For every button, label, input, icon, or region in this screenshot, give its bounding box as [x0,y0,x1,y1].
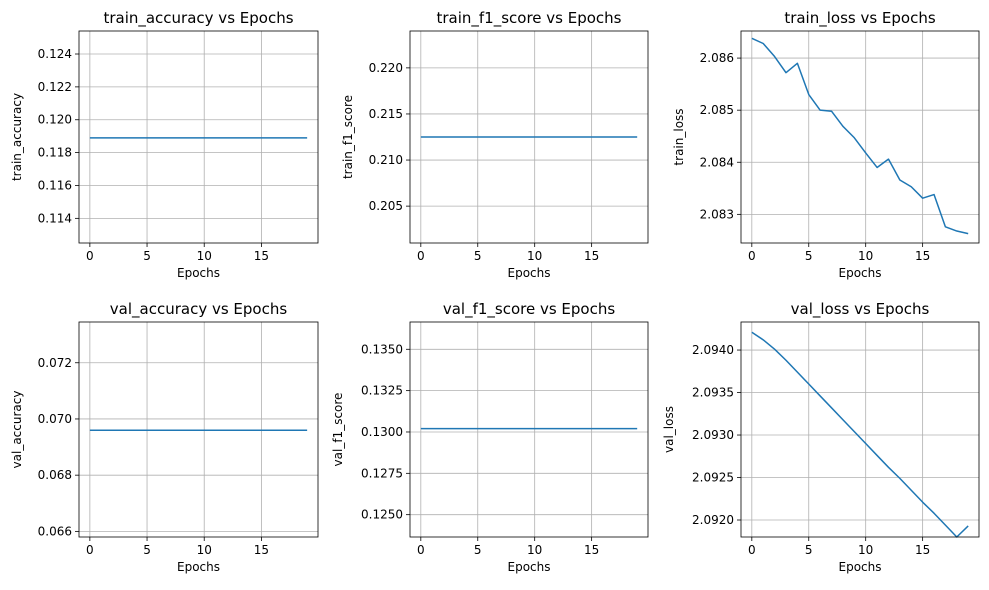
y-tick-label: 0.1350 [361,342,403,356]
x-tick-label: 5 [805,543,813,557]
x-tick-label: 5 [143,249,151,263]
axes-frame [409,321,649,538]
y-tick-label: 0.1325 [361,384,403,398]
axes-frame [740,30,980,244]
axes-frame [740,321,980,538]
y-tick-label: 0.070 [38,412,72,426]
x-tick-label: 15 [254,249,269,263]
x-tick-label: 0 [86,543,94,557]
x-tick-label: 10 [197,543,212,557]
y-tick-label: 0.120 [38,113,72,127]
x-tick-label: 10 [527,543,542,557]
chart-panel: 0 5 10 15 0.1250 0.1275 0.1300 0.1325 0.1350 val_… [331,300,649,574]
y-tick-label: 2.0930 [692,428,734,442]
chart-title: train_f1_score vs Epochs [436,9,621,28]
y-tick-label: 0.118 [38,146,72,160]
x-tick-label: 0 [748,249,756,263]
y-axis-label: train_accuracy [10,93,24,181]
x-tick-label: 0 [417,249,425,263]
x-tick-label: 15 [584,543,599,557]
x-tick-label: 5 [474,543,482,557]
y-tick-label: 0.205 [369,199,403,213]
x-axis-label: Epochs [839,266,882,280]
y-tick-label: 2.083 [700,207,734,221]
axes-frame [78,30,319,244]
y-tick-label: 0.124 [38,47,72,61]
x-tick-label: 5 [474,249,482,263]
chart-title: val_accuracy vs Epochs [110,300,288,319]
x-tick-label: 5 [143,543,151,557]
y-axis-label: val_f1_score [331,393,345,467]
y-axis-label: val_loss [662,406,676,453]
axes-frame [78,321,319,538]
x-tick-label: 0 [86,249,94,263]
y-tick-label: 0.068 [38,468,72,482]
chart-title: train_accuracy vs Epochs [103,9,293,28]
chart-panel: 0 5 10 15 0.114 0.116 0.118 0.120 0.122 0.124 trai… [10,9,319,280]
y-tick-label: 2.085 [700,103,734,117]
y-tick-label: 0.210 [369,153,403,167]
x-axis-label: Epochs [177,266,220,280]
chart-panel: 0 5 10 15 2.0920 2.0925 2.0930 2.0935 2.0940 val_… [662,300,980,574]
chart-panel: 0 5 10 15 0.205 0.210 0.215 0.220 train_f1_score… [341,9,649,280]
y-tick-label: 0.1300 [361,425,403,439]
x-axis-label: Epochs [177,560,220,574]
x-tick-label: 15 [254,543,269,557]
chart-title: val_f1_score vs Epochs [443,300,616,319]
x-tick-label: 10 [858,249,873,263]
x-tick-label: 10 [858,543,873,557]
y-tick-label: 0.220 [369,61,403,75]
y-tick-label: 0.1250 [361,508,403,522]
y-tick-label: 0.072 [38,356,72,370]
y-axis-label: train_loss [672,108,686,165]
x-tick-label: 0 [417,543,425,557]
x-tick-label: 15 [915,543,930,557]
x-tick-label: 10 [527,249,542,263]
y-tick-label: 2.0940 [692,343,734,357]
x-tick-label: 5 [805,249,813,263]
y-tick-label: 0.114 [38,211,72,225]
y-tick-label: 2.084 [700,155,734,169]
x-axis-label: Epochs [839,560,882,574]
y-tick-label: 0.066 [38,524,72,538]
series-line [751,331,969,538]
y-tick-label: 2.086 [700,51,734,65]
y-axis-label: val_accuracy [10,391,24,469]
x-tick-label: 0 [748,543,756,557]
y-tick-label: 2.0925 [692,471,734,485]
x-tick-label: 15 [915,249,930,263]
y-tick-label: 0.122 [38,80,72,94]
y-axis-label: train_f1_score [341,95,355,179]
chart-title: val_loss vs Epochs [791,300,930,319]
chart-panel: 0 5 10 15 2.083 2.084 2.085 2.086 train_loss vs … [672,9,980,280]
chart-panel: 0 5 10 15 0.066 0.068 0.070 0.072 val_accuracy v… [10,300,319,574]
y-tick-label: 0.116 [38,178,72,192]
y-tick-label: 0.1275 [361,466,403,480]
x-axis-label: Epochs [508,266,551,280]
y-tick-label: 2.0935 [692,386,734,400]
y-tick-label: 2.0920 [692,513,734,527]
x-tick-label: 10 [197,249,212,263]
y-tick-label: 0.215 [369,107,403,121]
series-line [751,37,969,235]
chart-title: train_loss vs Epochs [784,9,936,28]
axes-frame [409,30,649,244]
x-axis-label: Epochs [508,560,551,574]
x-tick-label: 15 [584,249,599,263]
